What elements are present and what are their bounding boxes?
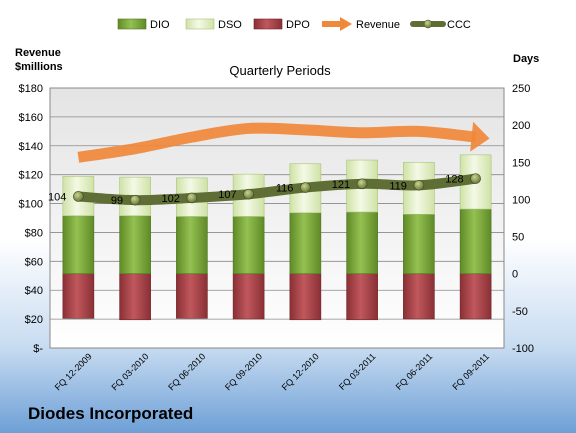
legend-label: Revenue — [356, 19, 400, 31]
left-tick-label: $120 — [19, 170, 43, 182]
legend-swatch-arrowhead — [340, 17, 352, 31]
left-axis-title-line2: $millions — [15, 61, 63, 73]
legend-label: DSO — [218, 19, 242, 31]
ccc-data-label: 107 — [218, 189, 236, 201]
left-tick-label: $40 — [25, 285, 43, 297]
bar-dio — [176, 216, 208, 275]
axis-titles: Revenue $millions Days Quarterly Periods — [15, 47, 539, 78]
legend: DIO DSO DPO Revenue CCC — [117, 17, 471, 31]
bar-dio — [62, 215, 95, 275]
ccc-point — [356, 178, 368, 190]
ccc-point — [129, 194, 141, 206]
right-tick-label: 150 — [512, 157, 530, 169]
right-tick-label: 50 — [512, 232, 524, 244]
ccc-data-label: 128 — [445, 174, 463, 186]
ccc-data-label: 121 — [332, 179, 350, 191]
right-tick-label: 0 — [512, 269, 518, 281]
left-tick-label: $- — [33, 343, 43, 355]
legend-label: CCC — [447, 19, 471, 31]
bar-dio — [459, 208, 492, 275]
left-tick-label: $180 — [19, 83, 43, 95]
left-axis-title-line1: Revenue — [15, 47, 61, 59]
left-tick-label: $20 — [25, 314, 43, 326]
bar-dio — [346, 211, 378, 275]
bar-dpo — [119, 273, 151, 321]
revenue-arrowhead — [470, 121, 490, 152]
company-name: Diodes Incorporated — [28, 404, 194, 423]
legend-label: DPO — [286, 19, 310, 31]
bar-dpo — [176, 273, 208, 319]
legend-swatch — [117, 18, 147, 30]
ccc-data-label: 119 — [389, 180, 407, 192]
revenue-line — [77, 122, 477, 163]
ccc-point — [470, 173, 481, 184]
left-tick-label: $140 — [19, 141, 43, 153]
chart-title: Quarterly Periods — [229, 63, 331, 78]
left-tick-label: $100 — [19, 199, 43, 211]
ccc-data-label: 116 — [276, 183, 294, 195]
bar-dpo — [346, 273, 378, 321]
legend-label: DIO — [150, 19, 170, 31]
ccc-point — [413, 180, 425, 191]
right-tick-label: -50 — [512, 306, 528, 318]
bar-dio — [232, 216, 265, 275]
ccc-point — [186, 192, 198, 204]
ccc-data-label: 102 — [162, 193, 180, 205]
plot-area: $- $20 $40 $60 $80 $100 $120 $140 $160 $180 -100 -5… — [19, 83, 535, 392]
right-tick-label: 100 — [512, 194, 530, 206]
bar-dio — [119, 215, 151, 275]
left-tick-label: $80 — [25, 227, 43, 239]
ccc-data-label: 104 — [48, 191, 66, 203]
ccc-point — [300, 182, 311, 193]
ccc-data-label: 99 — [111, 195, 123, 207]
legend-swatch — [253, 18, 283, 30]
bar-dio — [403, 213, 435, 275]
right-axis-title: Days — [513, 53, 539, 65]
right-tick-label: 200 — [512, 120, 530, 132]
bar-dpo — [62, 273, 95, 319]
legend-swatch — [185, 18, 215, 30]
bar-dpo — [289, 273, 322, 321]
right-tick-label: -100 — [512, 343, 534, 355]
legend-swatch-dot — [423, 19, 433, 29]
bar-dpo — [232, 273, 265, 320]
bar-dpo — [403, 273, 435, 320]
ccc-point — [243, 188, 254, 200]
bar-dio — [289, 212, 322, 275]
left-tick-label: $60 — [25, 256, 43, 268]
right-tick-label: 250 — [512, 83, 530, 95]
left-tick-label: $160 — [19, 112, 43, 124]
bar-dpo — [459, 273, 492, 320]
ccc-point — [73, 191, 84, 202]
